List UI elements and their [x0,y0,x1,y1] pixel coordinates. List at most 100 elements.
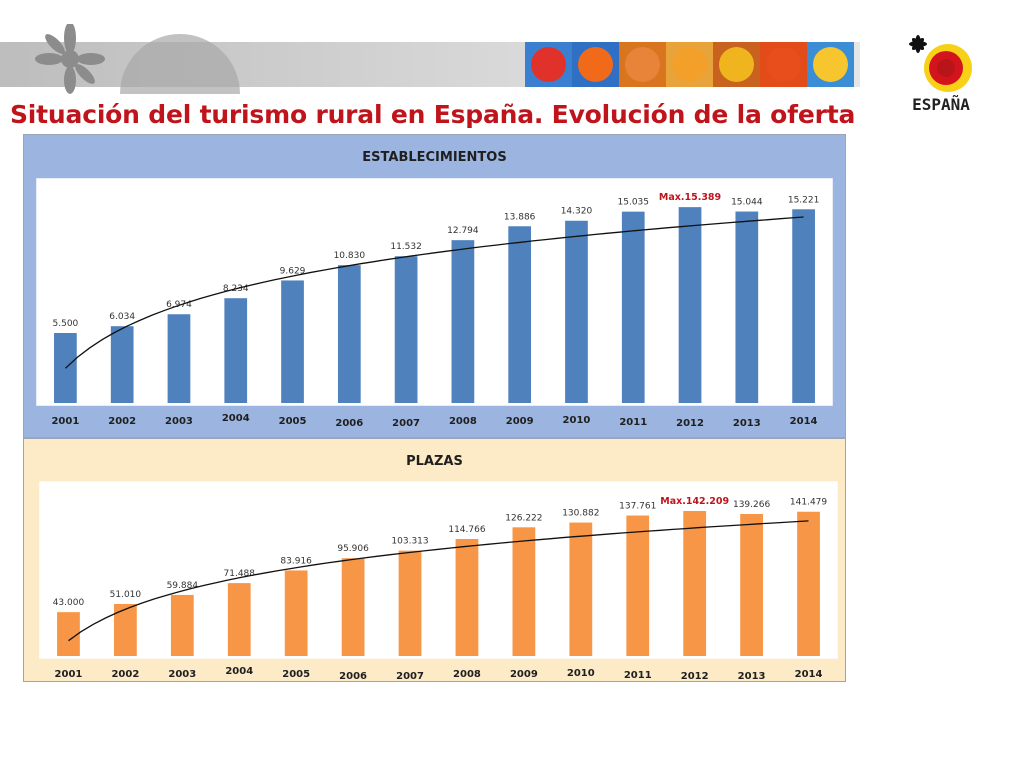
x-tick-label: 2001 [55,669,83,680]
espana-logo: ESPAÑA [909,35,972,114]
bar [455,538,479,656]
chart-title: ESTABLECIMIENTOS [362,150,506,165]
plazas-chart-panel: PLAZAS 43.000 2001 51.010 2002 59.884 2003 71.4… [23,438,846,682]
bar [797,511,820,656]
x-tick-label: 2003 [168,669,196,680]
bar [740,514,763,656]
data-label: 126.222 [505,513,542,523]
bar [512,527,536,656]
bar [341,558,365,656]
sun-tile [713,42,760,87]
x-tick-label: 2005 [279,416,307,427]
bar [678,207,702,403]
x-tick-label: 2002 [111,669,139,680]
x-tick-label: 2001 [51,416,79,427]
trend-line [68,520,809,642]
x-tick-label: 2012 [681,671,709,681]
x-tick-label: 2004 [225,666,253,677]
sun-icon [766,47,801,82]
sun-icon [578,47,613,82]
bar [227,583,251,656]
x-tick-label: 2010 [567,668,595,679]
data-label: 14.320 [561,207,593,217]
x-tick-label: 2002 [108,416,136,427]
bar [735,211,759,403]
establecimientos-chart: ESTABLECIMIENTOS5.50020016.03420026.9742… [24,135,845,437]
data-label: Max.142.209 [660,496,729,507]
data-label: 12.794 [447,226,479,236]
data-label: 15.221 [788,195,820,205]
data-label: 15.035 [618,198,650,208]
data-label: 71.488 [224,569,256,579]
data-label: 139.266 [733,500,770,510]
data-label: 15.044 [731,198,763,208]
x-tick-label: 2013 [738,671,766,681]
page-title: Situación del turismo rural en España. E… [10,100,856,129]
x-tick-label: 2009 [510,669,538,680]
data-label: 5.500 [53,319,79,329]
bar [569,522,593,656]
data-label: 11.532 [390,242,422,252]
sun-tile [572,42,619,87]
bar [451,240,475,403]
bar [394,256,418,403]
data-label: 13.886 [504,212,536,222]
plot-area [36,178,833,406]
x-tick-label: 2014 [790,416,818,427]
x-tick-label: 2012 [676,418,704,429]
logo-text: ESPAÑA [912,95,970,114]
bar [792,209,815,403]
data-label: 59.884 [167,581,199,591]
bar [337,265,361,403]
trend-line [64,216,804,369]
sun-tile [619,42,666,87]
bar [281,280,304,403]
bar [114,603,137,656]
data-label: 83.916 [280,556,312,566]
x-tick-label: 2003 [165,416,193,427]
x-tick-label: 2005 [282,669,310,680]
bar [508,226,532,403]
x-tick-label: 2007 [396,671,424,681]
plazas-chart: PLAZAS 43.000 2001 51.010 2002 59.884 2003 71.4… [24,439,845,681]
x-tick-label: 2009 [506,416,534,427]
bar [621,211,645,403]
sun-icon [672,47,707,82]
data-label: 10.830 [334,251,366,261]
chart-title: PLAZAS [406,454,463,469]
sun-tile [666,42,713,87]
x-tick-label: 2006 [339,671,367,681]
establecimientos-chart-panel: ESTABLECIMIENTOS 5.500 2001 6.034 2002 6.974 2… [23,134,846,438]
bar [57,612,80,656]
x-tick-label: 2008 [449,416,477,427]
data-label: 43.000 [53,598,85,608]
banner-shape [120,34,240,94]
bar [167,314,191,403]
x-tick-label: 2014 [795,669,823,680]
sun-icon [719,47,754,82]
data-label: 141.479 [790,498,827,508]
bar [224,298,248,403]
x-tick-label: 2010 [563,415,591,426]
data-label: Max.15.389 [659,192,721,203]
bar [626,515,650,656]
data-label: 103.313 [391,537,428,547]
bar [565,220,588,403]
plot-area [39,481,838,659]
x-tick-label: 2004 [222,413,250,424]
data-label: 9.629 [280,266,306,276]
sun-tile [760,42,807,87]
x-tick-label: 2011 [619,417,647,428]
data-label: 130.882 [562,509,599,519]
bar [170,594,194,656]
data-label: 6.034 [109,312,135,322]
data-label: 95.906 [337,544,369,554]
data-label: 114.766 [448,525,485,535]
bar [284,570,308,656]
data-label: 137.761 [619,502,656,512]
sun-tile [525,42,572,87]
x-tick-label: 2008 [453,669,481,680]
sun-icon [625,47,660,82]
star-flower-icon [35,24,105,94]
x-tick-label: 2011 [624,670,652,681]
